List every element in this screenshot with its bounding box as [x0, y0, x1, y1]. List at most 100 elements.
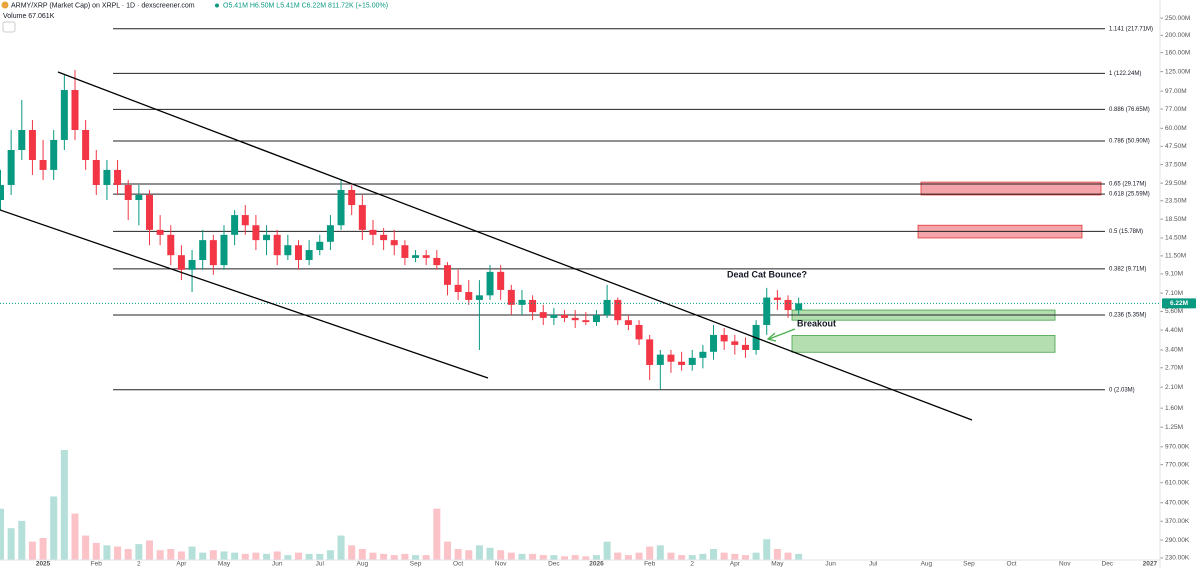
y-tick-label: 125.00M [1165, 68, 1190, 75]
x-tick-label: Dec [1102, 561, 1114, 568]
volume-bar [550, 555, 558, 560]
plot-layer: 250.00M 200.00M 160.00M 125.00M 97.00M 77.00M… [0, 15, 1196, 568]
x-tick-label: Dec [548, 561, 560, 568]
candle-body [28, 129, 36, 160]
x-tick-label: Aug [921, 561, 933, 568]
candle-body [114, 169, 122, 185]
x-tick-label: Jun [825, 561, 836, 568]
volume-bar [773, 549, 781, 560]
header-volume: Volume 67.061K [3, 13, 55, 20]
x-tick-label: May [771, 561, 784, 568]
candle-body [252, 225, 260, 241]
candle-body [667, 354, 675, 362]
candle-body [763, 297, 771, 325]
x-tick-label: 2025 [36, 561, 51, 568]
volume-bar [7, 528, 15, 560]
fib-label: 0 (2.03M) [1109, 387, 1135, 393]
volume-bar [326, 550, 334, 560]
x-tick-label: Apr [176, 561, 187, 568]
candle-body [92, 159, 100, 185]
volume-bar [114, 546, 122, 560]
trend-line [0, 209, 489, 379]
volume-bar [135, 544, 143, 560]
y-tick-label: 97.00M [1165, 88, 1187, 95]
candle-body [316, 241, 324, 251]
candle-body [773, 297, 781, 300]
candle-body [656, 354, 664, 365]
candle-body [284, 245, 292, 256]
candle-body [82, 129, 90, 160]
arrow [768, 328, 796, 340]
x-tick-label: Sep [963, 561, 975, 568]
candle-body [784, 299, 792, 311]
x-tick-label: Feb [91, 561, 103, 568]
volume-bar [710, 549, 718, 560]
y-tick-label: 9.10M [1165, 271, 1183, 278]
x-tick-label: Oct [453, 561, 463, 568]
y-tick-label: 470.00K [1165, 499, 1190, 506]
arrow-head [766, 332, 777, 342]
y-tick-label: 7.10M [1165, 290, 1183, 297]
volume-bar [624, 555, 632, 560]
volume-bar [656, 545, 664, 560]
y-tick-label: 18.50M [1165, 216, 1187, 223]
volume-bar [82, 535, 90, 560]
x-tick-label: Jun [272, 561, 283, 568]
candle-body [294, 245, 302, 261]
candle-body [124, 184, 132, 201]
candle-body [380, 234, 388, 241]
candle-body [348, 189, 356, 206]
candle-body [635, 324, 643, 340]
volume-bar [763, 539, 771, 560]
candle-body [401, 245, 409, 258]
candle-body [263, 234, 271, 241]
candle-body [678, 361, 686, 365]
y-tick-label: 290.00K [1165, 537, 1190, 544]
candle-body [71, 90, 79, 130]
volume-bar [486, 547, 494, 560]
candle-body [209, 240, 217, 266]
header-ohlc: O5.41M H6.50M L5.41M C6.22M 811.72K (+15… [223, 2, 388, 9]
candle-body [741, 344, 749, 350]
volume-bar [592, 555, 600, 560]
candle-body [465, 292, 473, 300]
volume-bar [561, 556, 569, 560]
y-tick-label: 370.00K [1165, 518, 1190, 525]
volume-bar [678, 555, 686, 560]
volume-bar [220, 551, 228, 560]
candle-body [507, 289, 515, 305]
x-tick-label: 2 [137, 561, 141, 568]
volume-bar [167, 549, 175, 560]
x-tick-label: Aug [357, 561, 369, 568]
candle-body [550, 314, 558, 318]
fib-label: 0.886 (76.65M) [1109, 107, 1150, 113]
x-tick-label: Nov [1059, 561, 1071, 568]
candle-body [156, 229, 164, 235]
volume-bar [507, 552, 515, 560]
volume-bar [603, 541, 611, 560]
fib-label: 0.5 (15.78M) [1109, 229, 1143, 235]
volume-bar [635, 552, 643, 560]
volume-bar [465, 550, 473, 560]
candle-body [699, 351, 707, 358]
candle-body [145, 194, 153, 230]
volume-bar [529, 553, 537, 560]
candle-body [220, 234, 228, 266]
volume-bar [614, 552, 622, 560]
volume-bar [401, 553, 409, 560]
zone [920, 181, 1102, 196]
candle-body [433, 257, 441, 266]
candle-body [241, 215, 249, 226]
candle-body [571, 317, 579, 321]
y-tick-label: 11.50M [1165, 253, 1186, 260]
candle-body [624, 320, 632, 325]
collapse-button[interactable] [2, 21, 16, 33]
volume-bar [795, 553, 803, 560]
candle-body [720, 334, 728, 342]
candle-body [486, 271, 494, 296]
y-tick-label: 77.00M [1165, 106, 1187, 113]
x-tick-label: May [218, 561, 231, 568]
y-tick-label: 160.00M [1165, 49, 1190, 56]
candle-body [18, 129, 26, 150]
x-tick-label: 2027 [1143, 561, 1158, 568]
